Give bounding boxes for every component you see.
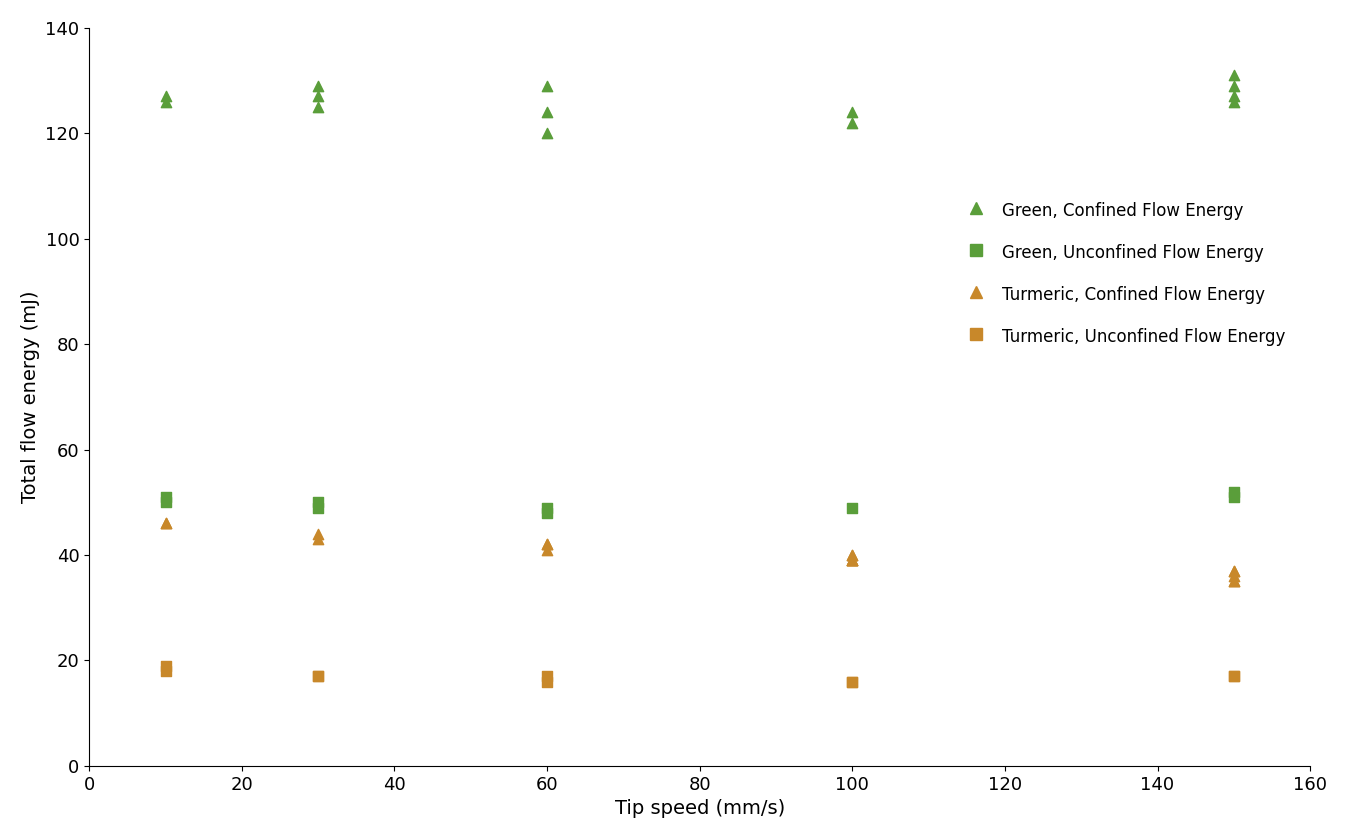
Point bbox=[841, 106, 863, 119]
Point bbox=[841, 554, 863, 567]
Point bbox=[537, 538, 558, 551]
Point bbox=[155, 490, 177, 503]
Point bbox=[307, 90, 329, 103]
Point bbox=[841, 554, 863, 567]
Point bbox=[537, 501, 558, 514]
Point bbox=[307, 670, 329, 683]
Point bbox=[307, 501, 329, 514]
Point bbox=[155, 664, 177, 678]
Point bbox=[841, 116, 863, 129]
Point bbox=[1223, 670, 1244, 683]
Point bbox=[1223, 564, 1244, 577]
Point bbox=[1223, 95, 1244, 108]
Point bbox=[537, 79, 558, 92]
Point bbox=[307, 533, 329, 546]
Point bbox=[1223, 564, 1244, 577]
Point bbox=[1223, 570, 1244, 583]
Point bbox=[1223, 79, 1244, 92]
Point bbox=[307, 527, 329, 540]
Point bbox=[537, 543, 558, 556]
Point bbox=[841, 675, 863, 688]
Point bbox=[537, 670, 558, 683]
Point bbox=[1223, 575, 1244, 588]
Legend: Green, Confined Flow Energy, Green, Unconfined Flow Energy, Turmeric, Confined F: Green, Confined Flow Energy, Green, Unco… bbox=[946, 184, 1302, 363]
Point bbox=[155, 90, 177, 103]
Point bbox=[1223, 69, 1244, 82]
Point bbox=[155, 517, 177, 530]
Point bbox=[841, 549, 863, 562]
Point bbox=[155, 496, 177, 509]
Point bbox=[841, 675, 863, 688]
Point bbox=[537, 538, 558, 551]
Point bbox=[537, 506, 558, 519]
Point bbox=[841, 501, 863, 514]
Point bbox=[155, 95, 177, 108]
Point bbox=[537, 127, 558, 140]
Point bbox=[307, 670, 329, 683]
Point bbox=[1223, 670, 1244, 683]
Point bbox=[307, 100, 329, 113]
Point bbox=[307, 79, 329, 92]
Point bbox=[1223, 485, 1244, 498]
Point bbox=[537, 106, 558, 119]
Point bbox=[155, 659, 177, 672]
Point bbox=[1223, 90, 1244, 103]
Point bbox=[841, 554, 863, 567]
Point bbox=[841, 549, 863, 562]
Point bbox=[537, 675, 558, 688]
X-axis label: Tip speed (mm/s): Tip speed (mm/s) bbox=[615, 800, 785, 818]
Y-axis label: Total flow energy (mJ): Total flow energy (mJ) bbox=[20, 290, 40, 503]
Point bbox=[307, 496, 329, 509]
Point bbox=[841, 554, 863, 567]
Point bbox=[1223, 490, 1244, 503]
Point bbox=[1223, 575, 1244, 588]
Point bbox=[155, 517, 177, 530]
